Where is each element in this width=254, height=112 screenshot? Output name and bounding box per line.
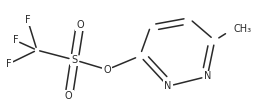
Text: F: F xyxy=(13,35,18,45)
Text: O: O xyxy=(103,65,111,75)
Text: F: F xyxy=(25,15,30,25)
Text: O: O xyxy=(76,20,84,30)
Text: O: O xyxy=(65,91,73,101)
Text: F: F xyxy=(6,59,12,69)
Text: CH₃: CH₃ xyxy=(233,24,252,34)
Text: S: S xyxy=(71,55,77,65)
Text: N: N xyxy=(164,81,172,91)
Text: N: N xyxy=(204,71,211,81)
